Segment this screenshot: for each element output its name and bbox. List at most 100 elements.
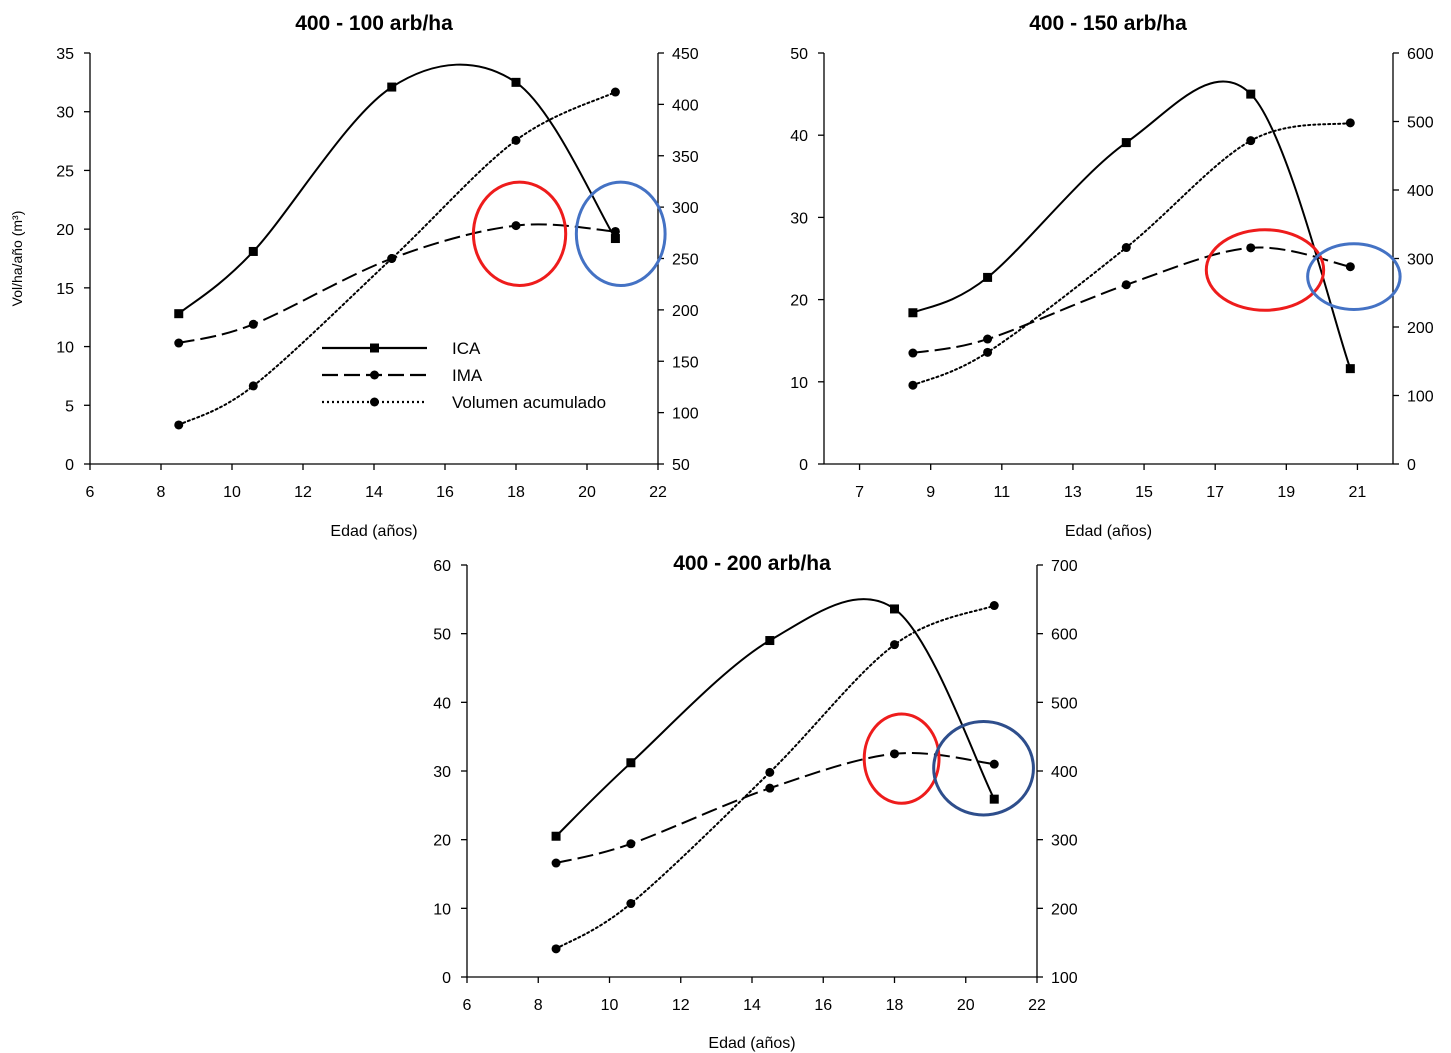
y2-tick-label: 0 bbox=[1407, 457, 1416, 474]
x-tick-label: 13 bbox=[1064, 484, 1082, 501]
data-point-ima bbox=[1246, 243, 1256, 253]
data-point-volumen-acumulado bbox=[511, 135, 521, 145]
y2-tick-label: 100 bbox=[672, 406, 699, 423]
y-tick-label: 30 bbox=[56, 105, 74, 122]
data-point-ima bbox=[610, 226, 620, 236]
y2-tick-label: 100 bbox=[1407, 389, 1434, 406]
x-tick-label: 12 bbox=[672, 997, 690, 1014]
highlight-circle-red bbox=[1204, 228, 1326, 312]
x-tick-label: 8 bbox=[534, 997, 543, 1014]
highlight-circle-blue bbox=[1306, 242, 1402, 311]
x-tick-label: 18 bbox=[507, 484, 525, 501]
x-axis-label: Edad (años) bbox=[708, 1035, 795, 1052]
y-tick-label: 40 bbox=[433, 695, 451, 712]
y-axis-label: Vol/ha/año (m³) bbox=[9, 211, 25, 307]
y-tick-label: 10 bbox=[56, 340, 74, 357]
data-point-ica bbox=[626, 758, 636, 768]
chart-panel-1: 400 - 100 arb/ha 6 8 10 12 14 16 18 20 22 0 5 10 15 20… bbox=[9, 12, 699, 540]
data-point-volumen-acumulado bbox=[908, 380, 918, 390]
data-point-volumen-acumulado bbox=[551, 944, 561, 954]
y2-tick-label: 700 bbox=[1051, 558, 1078, 575]
y-tick-label: 20 bbox=[56, 222, 74, 239]
data-point-volumen-acumulado bbox=[765, 767, 775, 777]
chart-panel-2: 400 - 150 arb/ha 7 9 11 13 15 17 19 21 0 10 20 30 40 5… bbox=[790, 12, 1434, 540]
y2-tick-label: 200 bbox=[1051, 901, 1078, 918]
y-tick-label: 20 bbox=[433, 833, 451, 850]
x-tick-label: 22 bbox=[649, 484, 667, 501]
y-tick-label: 10 bbox=[433, 901, 451, 918]
y2-tick-label: 300 bbox=[672, 200, 699, 217]
data-point-ica bbox=[248, 246, 258, 256]
y2-tick-label: 350 bbox=[672, 149, 699, 166]
y2-tick-label: 250 bbox=[672, 252, 699, 269]
series-line-volumen-acumulado bbox=[911, 121, 1352, 387]
series-line-ima bbox=[178, 223, 616, 344]
y-tick-label: 40 bbox=[790, 128, 808, 145]
data-point-volumen-acumulado bbox=[989, 601, 999, 611]
x-tick-label: 8 bbox=[157, 484, 166, 501]
y-tick-label: 50 bbox=[790, 46, 808, 63]
x-tick-label: 10 bbox=[601, 997, 619, 1014]
data-point-ica bbox=[511, 77, 521, 87]
chart-title: 400 - 100 arb/ha bbox=[295, 12, 453, 35]
data-point-ima bbox=[1345, 262, 1355, 272]
y2-tick-label: 200 bbox=[672, 303, 699, 320]
data-point-ima bbox=[1121, 280, 1131, 290]
y2-tick-label: 300 bbox=[1407, 252, 1434, 269]
y-tick-label: 20 bbox=[790, 293, 808, 310]
x-tick-label: 19 bbox=[1277, 484, 1295, 501]
data-point-volumen-acumulado bbox=[174, 420, 184, 430]
data-point-volumen-acumulado bbox=[626, 899, 636, 909]
series-line-volumen-acumulado bbox=[555, 604, 996, 950]
y-tick-label: 50 bbox=[433, 627, 451, 644]
highlight-circle-blue bbox=[932, 720, 1035, 817]
data-point-volumen-acumulado bbox=[1246, 136, 1256, 146]
y2-tick-label: 450 bbox=[672, 46, 699, 63]
data-point-ica bbox=[1246, 89, 1256, 99]
data-point-ica bbox=[1121, 138, 1131, 148]
data-point-ima bbox=[989, 759, 999, 769]
data-point-volumen-acumulado bbox=[248, 381, 258, 391]
chart-title: 400 - 200 arb/ha bbox=[673, 552, 831, 575]
data-point-ica bbox=[610, 234, 620, 244]
x-tick-label: 20 bbox=[578, 484, 596, 501]
x-tick-label: 20 bbox=[957, 997, 975, 1014]
data-point-volumen-acumulado bbox=[890, 640, 899, 650]
data-point-ica bbox=[890, 604, 899, 614]
data-point-ica bbox=[989, 794, 999, 804]
highlight-circle-blue bbox=[574, 180, 667, 288]
data-point-volumen-acumulado bbox=[387, 254, 397, 263]
data-point-ica bbox=[765, 636, 775, 646]
x-tick-label: 12 bbox=[294, 484, 312, 501]
legend-marker bbox=[370, 397, 379, 407]
x-axis-label: Edad (años) bbox=[330, 523, 417, 540]
y2-tick-label: 500 bbox=[1407, 115, 1434, 132]
y2-tick-label: 150 bbox=[672, 354, 699, 371]
chart-title: 400 - 150 arb/ha bbox=[1029, 12, 1187, 35]
y-tick-label: 0 bbox=[65, 457, 74, 474]
x-axis-label: Edad (años) bbox=[1065, 523, 1152, 540]
x-tick-label: 14 bbox=[365, 484, 383, 501]
y2-tick-label: 400 bbox=[1407, 183, 1434, 200]
series-line-ima bbox=[912, 246, 1351, 354]
data-point-ica bbox=[387, 82, 397, 92]
data-point-ima bbox=[765, 783, 775, 793]
x-tick-label: 22 bbox=[1028, 997, 1046, 1014]
data-point-ima bbox=[983, 334, 993, 344]
legend-marker bbox=[370, 343, 379, 353]
chart-panel-3: 400 - 200 arb/ha 6 8 10 12 14 16 18 20 22 0 10 20 30 4… bbox=[433, 552, 1078, 1052]
y2-tick-label: 200 bbox=[1407, 320, 1434, 337]
x-tick-label: 7 bbox=[855, 484, 864, 501]
y-tick-label: 30 bbox=[433, 764, 451, 781]
legend: ICA IMA Volumen acumulado bbox=[322, 339, 606, 412]
data-point-volumen-acumulado bbox=[983, 347, 993, 357]
y-tick-label: 0 bbox=[799, 457, 808, 474]
x-tick-label: 17 bbox=[1206, 484, 1224, 501]
x-tick-label: 6 bbox=[86, 484, 95, 501]
y-tick-label: 5 bbox=[65, 398, 74, 415]
y-tick-label: 15 bbox=[56, 281, 74, 298]
highlight-circle-red bbox=[471, 180, 568, 288]
x-tick-label: 16 bbox=[436, 484, 454, 501]
legend-marker bbox=[370, 370, 379, 380]
